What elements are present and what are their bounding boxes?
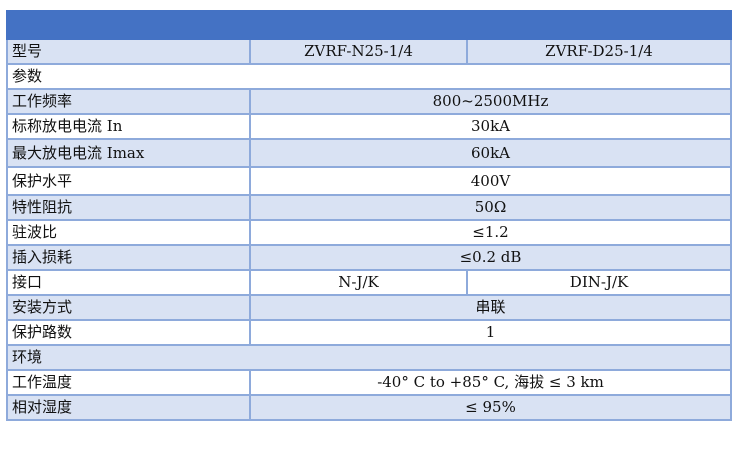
table-row: 工作温度 -40° C to +85° C, 海拔 ≤ 3 km [6, 369, 733, 396]
table-row: 驻波比 ≤1.2 [6, 219, 733, 246]
row-value: ≤1.2 [248, 219, 733, 246]
table-row: 工作频率 800~2500MHz [6, 88, 733, 115]
table-row: 标称放电电流 In 30kA [6, 113, 733, 140]
section-row: 环境 [5, 344, 733, 371]
row-label: 最大放电电流 Imax [6, 138, 251, 168]
table-row: 最大放电电流 Imax 60kA [6, 138, 733, 168]
row-value: 800~2500MHz [248, 88, 733, 115]
row-value: ≤ 95% [248, 394, 733, 421]
table-header-bar [5, 10, 733, 40]
model-value: ZVRF-N25-1/4 [249, 38, 468, 65]
row-value: 400V [248, 166, 733, 196]
table-row: 保护路数 1 [6, 319, 733, 346]
row-label: 标称放电电流 In [6, 113, 251, 140]
row-label: 型号 [6, 38, 251, 65]
row-value: ≤0.2 dB [248, 244, 733, 271]
row-value: 50Ω [248, 194, 733, 221]
table-row: 保护水平 400V [6, 166, 733, 196]
row-label: 特性阻抗 [6, 194, 251, 221]
row-label: 保护路数 [6, 319, 251, 346]
row-label: 工作温度 [6, 369, 251, 396]
row-label: 安装方式 [6, 294, 251, 321]
table-row: 特性阻抗 50Ω [6, 194, 733, 221]
row-label: 插入损耗 [6, 244, 251, 271]
section-label: 环境 [5, 344, 733, 371]
row-label: 工作频率 [6, 88, 251, 115]
row-value: -40° C to +85° C, 海拔 ≤ 3 km [248, 369, 733, 396]
spec-table: 型号 ZVRF-N25-1/4 ZVRF-D25-1/4 参数 工作频率 800~… [5, 10, 733, 421]
table-row: 安装方式 串联 [6, 294, 733, 321]
header-cell [5, 10, 733, 40]
row-value: 60kA [248, 138, 733, 168]
model-value: ZVRF-D25-1/4 [465, 38, 733, 65]
connector-value: DIN-J/K [465, 269, 733, 296]
table-row: 型号 ZVRF-N25-1/4 ZVRF-D25-1/4 [6, 38, 733, 65]
table-row: 相对湿度 ≤ 95% [6, 394, 733, 421]
row-value: 串联 [248, 294, 733, 321]
row-label: 驻波比 [6, 219, 251, 246]
row-label: 接口 [6, 269, 251, 296]
connector-value: N-J/K [249, 269, 468, 296]
row-label: 相对湿度 [6, 394, 251, 421]
table-row: 接口 N-J/K DIN-J/K [6, 269, 733, 296]
table-row: 插入损耗 ≤0.2 dB [6, 244, 733, 271]
row-value: 1 [248, 319, 733, 346]
section-row: 参数 [5, 63, 733, 90]
row-value: 30kA [248, 113, 733, 140]
section-label: 参数 [5, 63, 733, 90]
row-label: 保护水平 [6, 166, 251, 196]
